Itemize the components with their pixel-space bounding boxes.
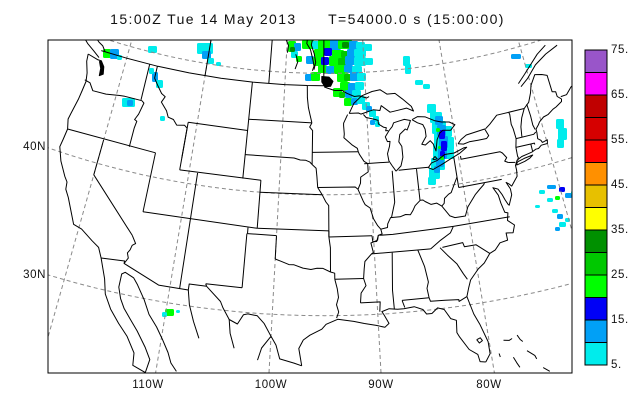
map-frame: [47, 39, 573, 374]
colorbar-swatch: [584, 49, 608, 73]
colorbar-swatch: [584, 184, 608, 208]
colorbar-swatch: [584, 252, 608, 276]
colorbar-swatch: [584, 274, 608, 298]
colorbar-swatch: [584, 72, 608, 96]
colorbar: [584, 49, 608, 366]
colorbar-swatch: [584, 207, 608, 231]
colorbar-swatch: [584, 319, 608, 343]
colorbar-swatch: [584, 342, 608, 366]
colorbar-swatch: [584, 297, 608, 321]
colorbar-swatch: [584, 117, 608, 141]
colorbar-swatch: [584, 229, 608, 253]
basemap-outlines: [59, 40, 572, 373]
colorbar-swatch: [584, 162, 608, 186]
colorbar-swatch: [584, 139, 608, 163]
plot-title: 15:00Z Tue 14 May 2013 T=54000.0 s (15:0…: [110, 11, 505, 27]
colorbar-swatch: [584, 94, 608, 118]
radar-echoes: [103, 40, 572, 317]
